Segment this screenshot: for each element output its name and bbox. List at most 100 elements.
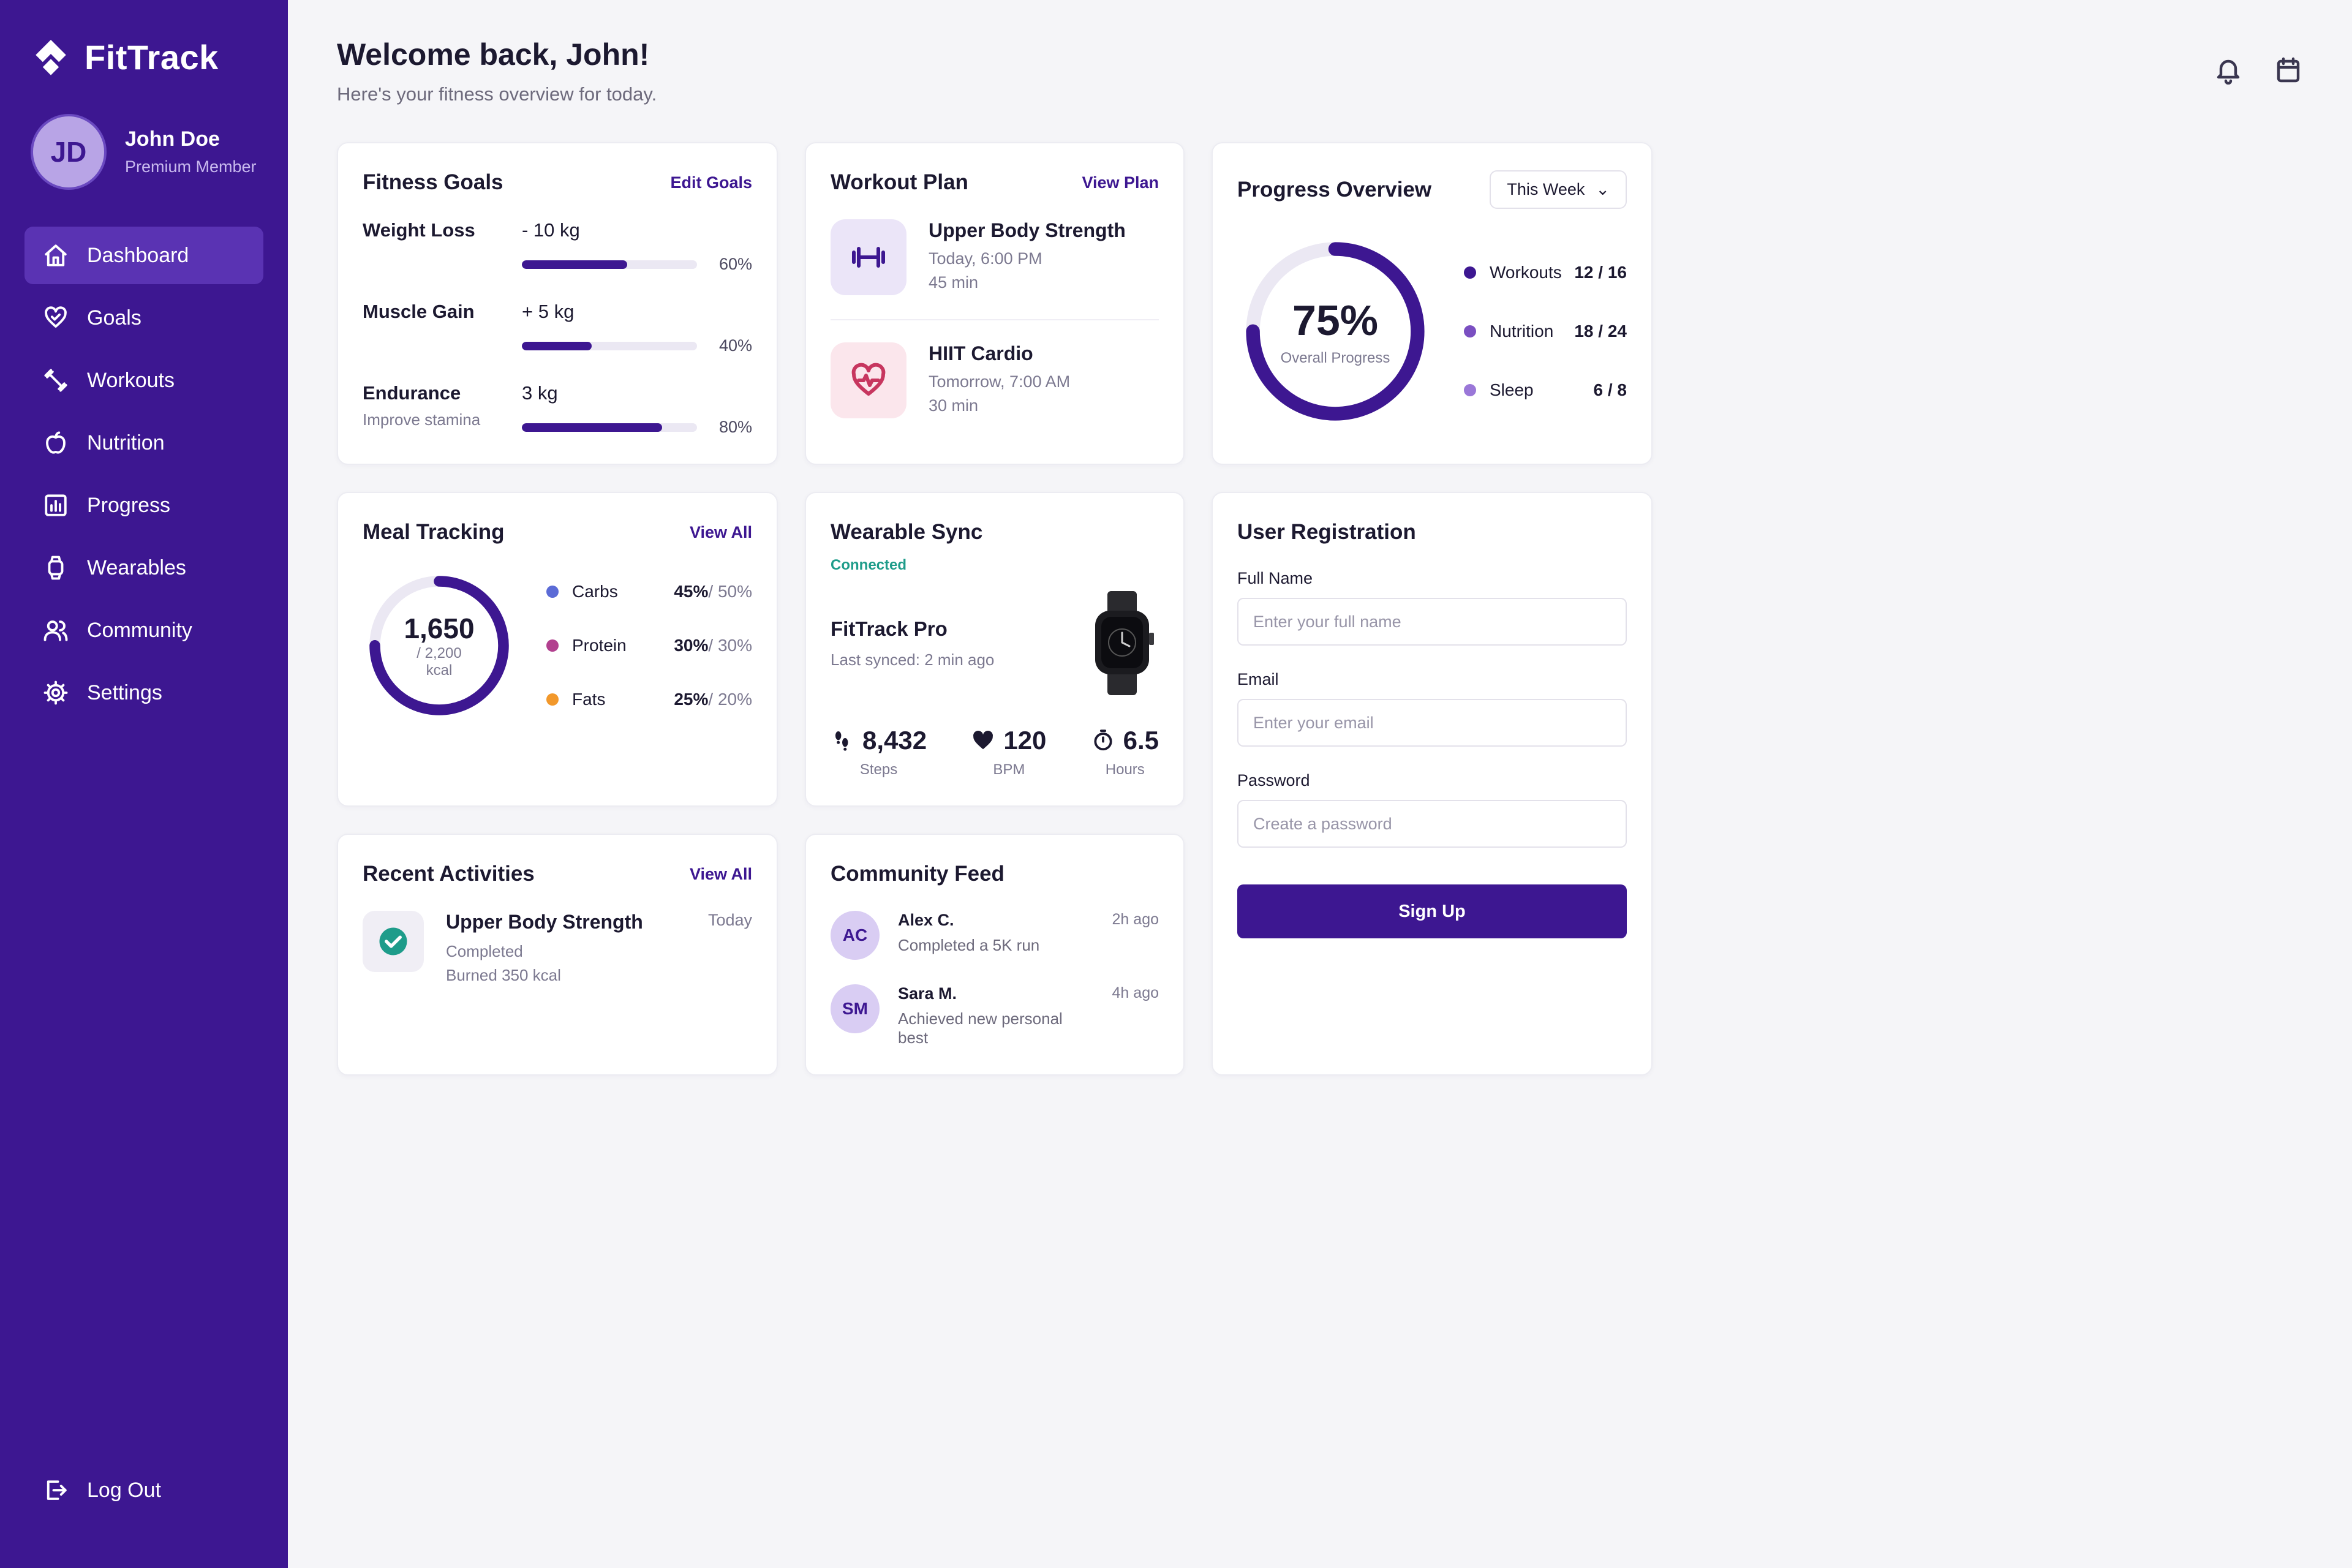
legend-label: Nutrition [1490, 322, 1554, 341]
calories-unit: kcal [426, 662, 453, 679]
legend-label: Sleep [1490, 380, 1534, 399]
legend-value: 6 / 8 [1593, 380, 1627, 399]
user-profile[interactable]: JD John Doe Premium Member [24, 114, 263, 190]
home-icon [43, 243, 69, 268]
email-field[interactable] [1237, 699, 1627, 747]
gear-icon [43, 680, 69, 706]
card-title: Wearable Sync [831, 520, 983, 544]
stat-value: 6.5 [1123, 726, 1159, 755]
workout-plan-card: Workout Plan View Plan Upper Body Streng… [805, 142, 1185, 465]
calorie-ring: 1,650 / 2,200 kcal [363, 569, 516, 722]
heart-pulse-icon [831, 342, 907, 418]
legend-item: Workouts 12 / 16 [1464, 263, 1627, 282]
macro-dot [546, 586, 559, 598]
chevron-down-icon: ⌄ [1596, 180, 1610, 198]
overall-progress-arc [1246, 242, 1425, 421]
page-subtitle: Here's your fitness overview for today. [337, 83, 657, 105]
activity-status: Completed [446, 942, 523, 960]
stat-label: BPM [993, 761, 1025, 778]
sidebar-nav: Dashboard Goals Workouts Nutrition Progr… [24, 227, 263, 722]
calendar-icon[interactable] [2274, 55, 2303, 88]
view-all-activities-link[interactable]: View All [689, 864, 752, 883]
goal-name: Endurance [363, 382, 461, 404]
workout-item[interactable]: Upper Body Strength Today, 6:00 PM 45 mi… [831, 219, 1159, 320]
feed-post[interactable]: SM Sara M. Achieved new personal best 4h… [831, 984, 1159, 1047]
main-content: Welcome back, John! Here's your fitness … [288, 0, 2352, 1568]
logout-button[interactable]: Log Out [24, 1461, 263, 1519]
sidebar-item-workouts[interactable]: Workouts [24, 352, 263, 409]
fitness-goals-card: Fitness Goals Edit Goals Weight Loss - 1… [337, 142, 778, 465]
sidebar-item-community[interactable]: Community [24, 601, 263, 659]
sign-up-button[interactable]: Sign Up [1237, 884, 1627, 938]
sidebar-item-settings[interactable]: Settings [24, 664, 263, 722]
goal-target: 3 kg [522, 382, 558, 404]
macro-actual: 45% [674, 582, 709, 601]
edit-goals-link[interactable]: Edit Goals [670, 173, 752, 192]
goal-progress-fill [522, 341, 592, 350]
last-synced: Last synced: 2 min ago [831, 650, 995, 669]
stat-value: 8,432 [862, 726, 927, 755]
card-title: Workout Plan [831, 170, 968, 194]
overall-progress-value: 75% [1292, 296, 1379, 344]
activity-date: Today [707, 911, 752, 929]
calories-value: 1,650 [404, 612, 475, 644]
workout-item[interactable]: HIIT Cardio Tomorrow, 7:00 AM 30 min [831, 342, 1159, 420]
device-name: FitTrack Pro [831, 617, 948, 640]
legend-dot [1464, 325, 1476, 337]
stat-sleep: 6.5 Hours [1091, 726, 1159, 778]
range-select[interactable]: This Week ⌄ [1490, 170, 1627, 209]
user-tier: Premium Member [125, 157, 257, 176]
card-title: User Registration [1237, 520, 1416, 544]
goal-row[interactable]: Muscle Gain + 5 kg 40% [363, 301, 752, 355]
activity-item[interactable]: Upper Body Strength Completed Burned 350… [363, 911, 752, 990]
view-plan-link[interactable]: View Plan [1082, 173, 1159, 192]
feed-post[interactable]: AC Alex C. Completed a 5K run 2h ago [831, 911, 1159, 960]
email-label: Email [1237, 670, 1279, 688]
recent-activities-card: Recent Activities View All Upper Body St… [337, 834, 778, 1076]
macro-item: Protein 30% / 30% [546, 636, 752, 655]
dumbbell-icon [831, 219, 907, 295]
full-name-field[interactable] [1237, 598, 1627, 646]
progress-overview-card: Progress Overview This Week ⌄ 75% [1212, 142, 1653, 465]
workout-name: Upper Body Strength [929, 219, 1126, 241]
macro-target: / 30% [708, 636, 752, 655]
goal-progress-bar [522, 423, 697, 432]
sidebar-item-nutrition[interactable]: Nutrition [24, 414, 263, 472]
wearable-stats: 8,432 Steps 120 BPM 6. [831, 726, 1159, 778]
sidebar-item-progress[interactable]: Progress [24, 477, 263, 534]
post-text: Achieved new personal best [898, 1009, 1063, 1047]
goal-row[interactable]: Endurance Improve stamina 3 kg 80% [363, 382, 752, 437]
macro-actual: 25% [674, 690, 709, 709]
card-title: Community Feed [831, 862, 1005, 886]
goal-percent: 40% [718, 336, 752, 355]
dumbbell-icon [43, 368, 69, 393]
macro-name: Carbs [572, 582, 618, 601]
avatar: JD [31, 114, 107, 190]
goal-row[interactable]: Weight Loss - 10 kg 60% [363, 219, 752, 274]
sidebar-item-label: Wearables [87, 556, 186, 579]
user-name: John Doe [125, 127, 220, 151]
sidebar-item-label: Settings [87, 680, 162, 704]
view-all-meals-link[interactable]: View All [689, 522, 752, 541]
legend-label: Workouts [1490, 263, 1562, 282]
workout-time: Today, 6:00 PM [929, 249, 1042, 268]
sidebar-item-wearables[interactable]: Wearables [24, 539, 263, 597]
stat-steps: 8,432 Steps [831, 726, 927, 778]
range-select-value: This Week [1507, 180, 1585, 198]
macro-name: Fats [572, 690, 606, 709]
bell-icon[interactable] [2214, 55, 2243, 88]
post-author: Sara M. [898, 984, 957, 1003]
goal-percent: 80% [718, 418, 752, 436]
sidebar-item-label: Community [87, 618, 192, 642]
sidebar-item-dashboard[interactable]: Dashboard [24, 227, 263, 284]
sidebar-item-goals[interactable]: Goals [24, 289, 263, 347]
brand[interactable]: FitTrack [24, 37, 263, 77]
stat-heart-rate: 120 BPM [971, 726, 1046, 778]
overall-progress-label: Overall Progress [1280, 350, 1390, 366]
post-time: 4h ago [1112, 984, 1159, 1001]
password-field[interactable] [1237, 800, 1627, 848]
post-author: Alex C. [898, 911, 954, 929]
goal-target: + 5 kg [522, 301, 575, 322]
goal-note: Improve stamina [363, 410, 481, 429]
avatar: SM [831, 984, 880, 1033]
